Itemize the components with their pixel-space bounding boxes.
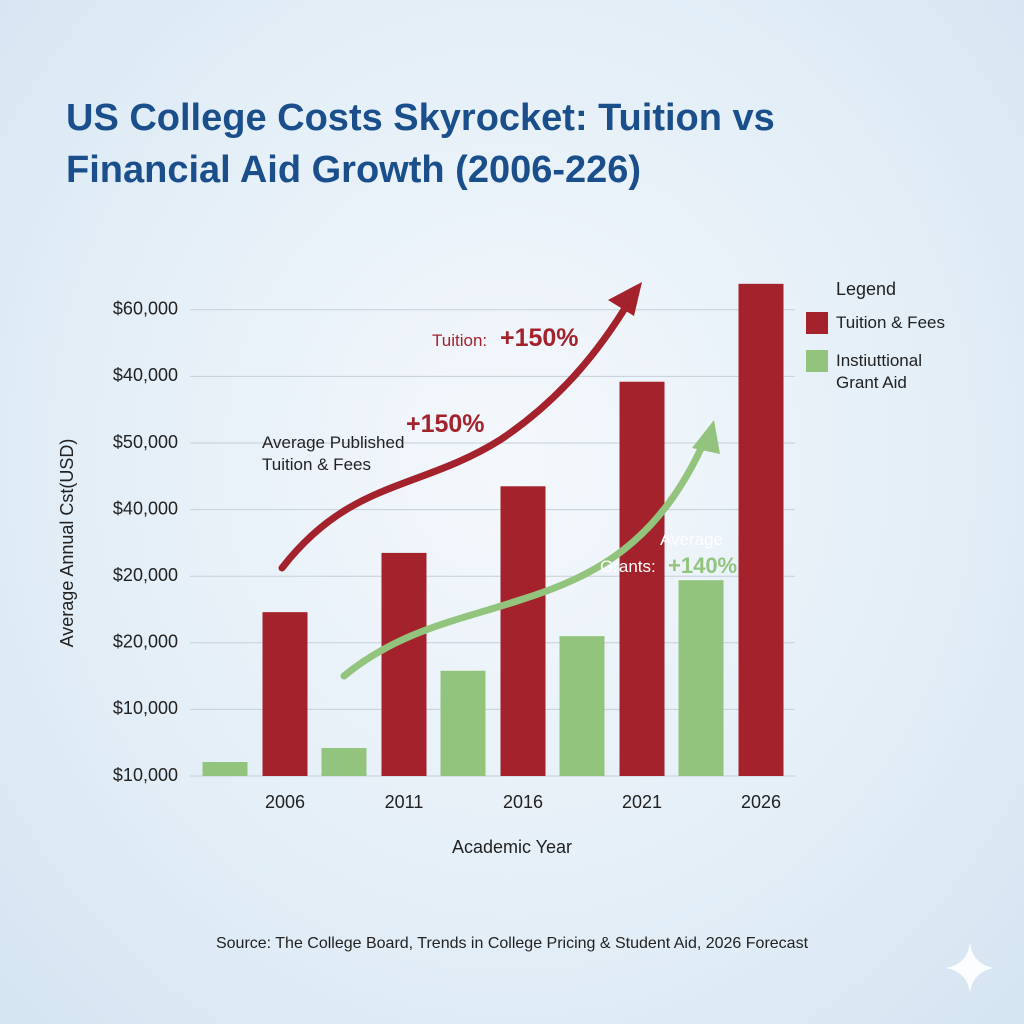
annotation: Average Published Tuition & Fees xyxy=(262,433,405,474)
legend-item: Instiuttional Grant Aid xyxy=(806,350,1006,394)
annotation: Grants: xyxy=(600,557,656,576)
y-tick-label: $10,000 xyxy=(113,765,178,785)
y-tick-label: $60,000 xyxy=(113,299,178,319)
chart-title: US College Costs Skyrocket: Tuition vs F… xyxy=(66,97,775,191)
bar xyxy=(440,670,486,776)
grant-arrow xyxy=(340,436,709,680)
x-tick-label: 2021 xyxy=(622,792,662,812)
annotation: +150% xyxy=(406,410,485,438)
x-tick-label: 2026 xyxy=(741,792,781,812)
bar xyxy=(559,636,605,776)
y-tick-label: $50,000 xyxy=(113,432,178,452)
bar xyxy=(381,552,427,776)
y-tick-label: $20,000 xyxy=(113,565,178,585)
tuition-arrow xyxy=(278,296,634,572)
bar xyxy=(678,580,724,776)
legend-swatch xyxy=(806,350,828,372)
x-axis-label: Academic Year xyxy=(452,837,572,857)
bar xyxy=(619,381,665,776)
bar xyxy=(262,612,308,776)
x-tick-label: 2016 xyxy=(503,792,543,812)
legend-item: Tuition & Fees xyxy=(806,312,1006,334)
annotation: +150% xyxy=(500,324,579,352)
y-axis-label: Average Annual Cst(USD) xyxy=(57,439,77,648)
annotation: Tuition: xyxy=(432,331,488,350)
legend-swatch xyxy=(806,312,828,334)
x-tick-label: 2006 xyxy=(265,792,305,812)
legend-title: Legend xyxy=(836,279,896,299)
annotation: +140% xyxy=(668,553,738,578)
grant-arrowhead xyxy=(692,420,720,454)
y-tick-label: $40,000 xyxy=(113,365,178,385)
y-tick-label: $40,000 xyxy=(113,498,178,518)
bar xyxy=(202,762,248,776)
legend-label: Tuition & Fees xyxy=(836,313,945,332)
bar xyxy=(500,486,546,776)
sparkle-icon xyxy=(946,942,994,994)
y-tick-label: $20,000 xyxy=(113,632,178,652)
annotation: Average xyxy=(660,530,724,549)
x-tick-label: 2011 xyxy=(385,792,424,812)
plot: $10,000 $10,000 $20,000 $20,000 $40,000 $50,0… xyxy=(113,283,795,812)
tuition-arrowhead xyxy=(608,282,642,316)
source: Source: The College Board, Trends in Col… xyxy=(216,935,809,952)
y-tick-label: $10,000 xyxy=(113,698,178,718)
bar xyxy=(321,748,367,776)
bar xyxy=(738,283,784,776)
legend-label: Instiuttional Grant Aid xyxy=(836,351,922,392)
legend: Tuition & Fees Instiuttional Grant Aid xyxy=(806,312,1006,410)
